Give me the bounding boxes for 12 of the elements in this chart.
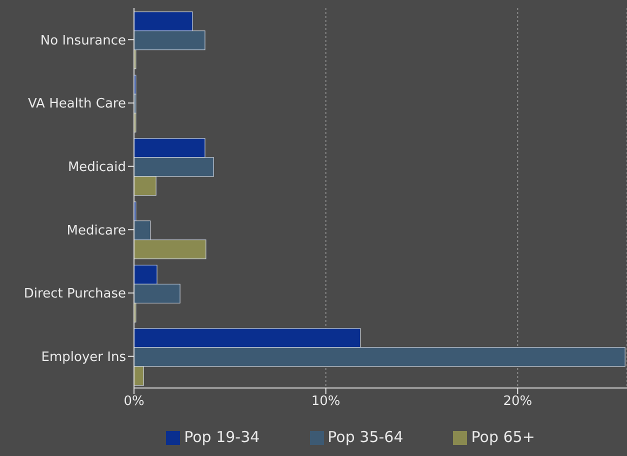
y-tick-label: Direct Purchase bbox=[24, 286, 126, 302]
y-tick-label: Employer Ins bbox=[41, 350, 126, 365]
x-tick-label: 0% bbox=[124, 394, 144, 410]
legend-label: Pop 35-64 bbox=[328, 428, 404, 446]
legend-label: Pop 65+ bbox=[471, 428, 535, 446]
legend-label: Pop 19-34 bbox=[184, 428, 260, 446]
x-tick-label: 10% bbox=[311, 394, 340, 410]
y-tick-label: Medicare bbox=[66, 223, 126, 238]
y-tick-label: No Insurance bbox=[40, 33, 126, 48]
y-tick-label: Medicaid bbox=[68, 160, 126, 175]
y-tick-label: VA Health Care bbox=[28, 96, 126, 112]
x-tick-label: 20% bbox=[503, 394, 532, 410]
